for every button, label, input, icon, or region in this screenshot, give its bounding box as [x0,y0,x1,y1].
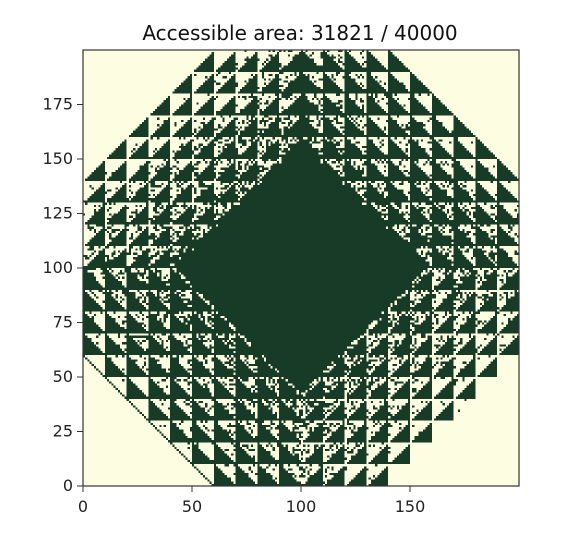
y-tick-label: 75 [53,313,73,332]
x-tick-label: 0 [78,497,88,516]
heatmap-cells [83,50,519,486]
plot-area [83,50,519,486]
y-tick-label: 0 [63,476,73,495]
chart-title: Accessible area: 31821 / 40000 [142,21,457,45]
y-tick-label: 25 [53,422,73,441]
x-tick-label: 50 [182,497,202,516]
x-axis: 0 50 100 150 [78,486,425,516]
x-tick-label: 100 [286,497,317,516]
x-tick-label: 150 [395,497,426,516]
y-tick-label: 125 [42,204,73,223]
y-tick-label: 50 [53,367,73,386]
y-tick-label: 175 [42,95,73,114]
y-tick-label: 100 [42,258,73,277]
y-tick-label: 150 [42,149,73,168]
heatmap-raster [83,50,519,486]
y-axis: 0 25 50 75 100 125 150 175 [42,95,83,496]
